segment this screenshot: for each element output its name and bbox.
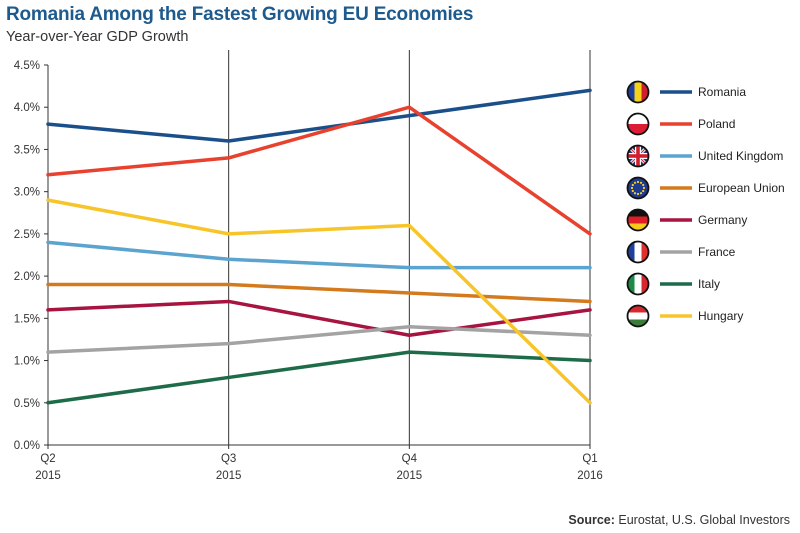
legend-item-france: France (626, 240, 736, 264)
x-tick-label-year: 2016 (577, 470, 603, 482)
legend-item-germany: Germany (626, 208, 747, 232)
legend-label: Poland (698, 117, 735, 131)
y-tick-label: 4.5% (14, 60, 40, 72)
chart-subtitle: Year-over-Year GDP Growth (6, 29, 189, 45)
x-tick-label-year: 2015 (216, 470, 242, 482)
series-line-france (46, 325, 592, 354)
y-tick-label: 1.5% (14, 313, 40, 325)
legend-item-hungary: Hungary (626, 304, 743, 328)
chart-title: Romania Among the Fastest Growing EU Eco… (6, 4, 474, 25)
y-tick-label: 0.5% (14, 398, 40, 410)
y-tick-label: 3.0% (14, 187, 40, 199)
legend-label: European Union (698, 181, 785, 195)
x-tick-label-quarter: Q1 (582, 453, 597, 465)
legend-item-italy: Italy (626, 272, 720, 296)
series-lines (46, 88, 592, 405)
legend-label: Italy (698, 277, 720, 291)
legend-item-poland: Poland (626, 112, 735, 136)
series-line-italy (46, 350, 592, 405)
legend-label: Germany (698, 213, 747, 227)
y-tick-label: 2.0% (14, 271, 40, 283)
italy-flag-icon (626, 272, 650, 296)
x-tick-label-year: 2015 (35, 470, 61, 482)
x-tick-label-quarter: Q4 (402, 453, 418, 465)
series-line-germany (46, 299, 592, 337)
chart-legend: Romania Poland United Kingdom European Unio… (626, 80, 785, 328)
source-note: Source: Eurostat, U.S. Global Investors (568, 513, 790, 527)
series-line-poland (46, 105, 592, 236)
series-line-hungary (46, 198, 592, 405)
series-line-romania (46, 88, 592, 143)
x-tick-label-quarter: Q3 (221, 453, 236, 465)
legend-label: France (698, 245, 736, 259)
uk-flag-icon (626, 144, 650, 168)
y-tick-label: 3.5% (14, 144, 40, 156)
legend-item-european-union: European Union (626, 176, 785, 200)
x-tick-label-year: 2015 (397, 470, 423, 482)
x-tick-label-quarter: Q2 (40, 453, 55, 465)
y-tick-label: 2.5% (14, 229, 40, 241)
series-line-european-union (46, 282, 592, 304)
source-label: Source: (568, 513, 615, 527)
legend-label: Romania (698, 85, 746, 99)
legend-label: Hungary (698, 309, 743, 323)
source-text: Eurostat, U.S. Global Investors (618, 513, 790, 527)
legend-label: United Kingdom (698, 149, 783, 163)
y-tick-label: 0.0% (14, 440, 40, 452)
france-flag-icon (626, 240, 650, 264)
hungary-flag-icon (626, 304, 650, 328)
y-tick-label: 4.0% (14, 102, 40, 114)
chart-axes: 0.0% 0.5% 1.0% 1.5% 2.0% 2.5% 3.0% 3.5% 4.0% 4.5%… (14, 50, 603, 482)
legend-item-romania: Romania (626, 80, 746, 104)
series-line-united-kingdom (46, 240, 592, 270)
y-tick-label: 1.0% (14, 356, 40, 368)
poland-flag-icon (626, 112, 650, 136)
legend-item-united-kingdom: United Kingdom (626, 144, 783, 168)
eu-flag-icon (626, 176, 650, 200)
romania-flag-icon (626, 80, 650, 104)
germany-flag-icon (626, 208, 650, 232)
